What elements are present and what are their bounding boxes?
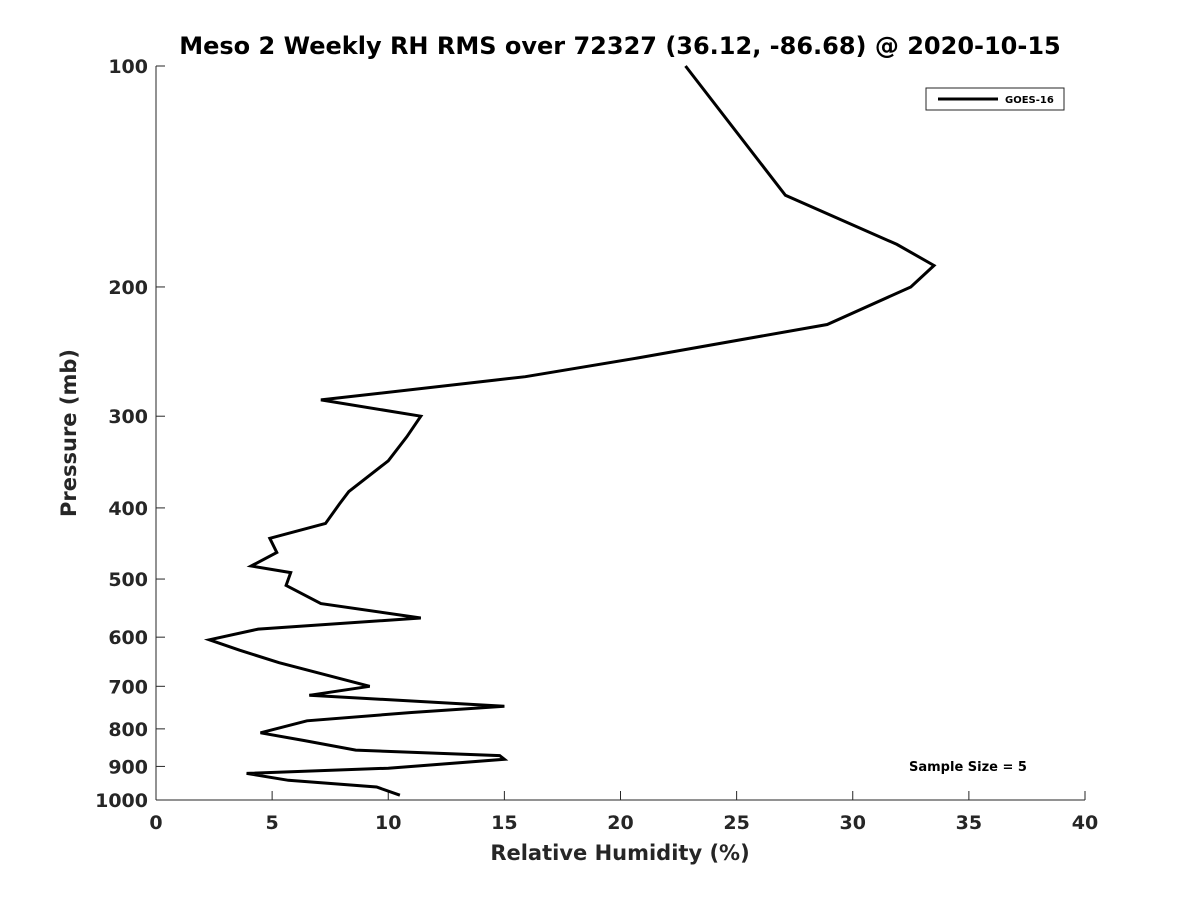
x-ticks: 0 5 10 15 20 25 30 35 40 bbox=[149, 791, 1098, 834]
y-tick-label: 500 bbox=[108, 569, 148, 591]
legend: GOES-16 bbox=[925, 87, 1065, 111]
x-tick-label: 5 bbox=[266, 812, 279, 834]
x-tick-label: 10 bbox=[375, 812, 401, 834]
x-tick-label: 40 bbox=[1072, 812, 1098, 834]
x-tick-label: 35 bbox=[956, 812, 982, 834]
y-tick-label: 400 bbox=[108, 498, 148, 520]
x-tick-label: 30 bbox=[840, 812, 866, 834]
x-axis-label: Relative Humidity (%) bbox=[490, 841, 749, 865]
x-tick-label: 0 bbox=[149, 812, 162, 834]
sample-size-annotation: Sample Size = 5 bbox=[909, 760, 1027, 775]
x-tick-label: 20 bbox=[607, 812, 633, 834]
series-line-goes-16 bbox=[203, 65, 937, 797]
chart-title: Meso 2 Weekly RH RMS over 72327 (36.12, … bbox=[179, 32, 1061, 60]
axes bbox=[155, 66, 1085, 801]
legend-label-goes-16: GOES-16 bbox=[1005, 95, 1054, 106]
x-tick-label: 25 bbox=[723, 812, 749, 834]
y-ticks: 100 200 300 400 500 600 700 800 900 1000 bbox=[95, 56, 165, 812]
y-tick-label: 1000 bbox=[95, 790, 148, 812]
y-tick-label: 900 bbox=[108, 756, 148, 778]
y-tick-label: 600 bbox=[108, 627, 148, 649]
y-tick-label: 700 bbox=[108, 676, 148, 698]
x-tick-label: 15 bbox=[491, 812, 517, 834]
y-axis-label: Pressure (mb) bbox=[57, 349, 81, 517]
y-tick-label: 100 bbox=[108, 56, 148, 78]
y-tick-label: 300 bbox=[108, 406, 148, 428]
y-tick-label: 200 bbox=[108, 277, 148, 299]
series-layer bbox=[203, 65, 937, 797]
y-tick-label: 800 bbox=[108, 719, 148, 741]
